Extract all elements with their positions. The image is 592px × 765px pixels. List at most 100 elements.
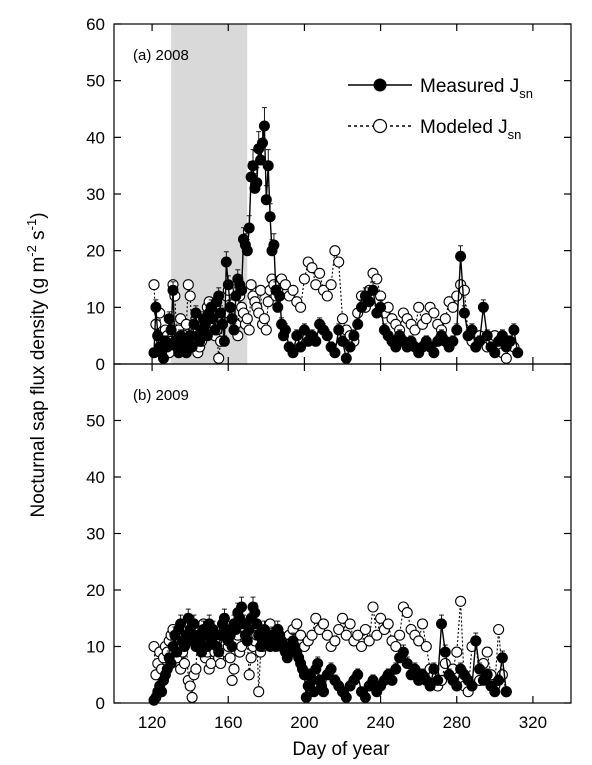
measured-point: [424, 680, 436, 692]
measured-point: [458, 307, 470, 319]
measured-point: [272, 301, 284, 313]
measured-point: [279, 324, 291, 336]
modeled-point: [336, 612, 349, 624]
modeled-point: [451, 646, 463, 658]
measured-point: [156, 686, 168, 698]
measured-point: [477, 301, 489, 313]
measured-point: [496, 330, 508, 342]
modeled-point: [182, 279, 194, 291]
y-tick-label: 50: [86, 412, 105, 431]
modeled-point: [367, 601, 379, 613]
modeled-point: [243, 324, 255, 336]
modeled-point: [382, 618, 394, 630]
modeled-point: [245, 652, 257, 664]
measured-point: [447, 335, 459, 347]
measured-point: [207, 313, 219, 325]
measured-point: [397, 646, 409, 658]
modeled-point: [295, 629, 307, 641]
modeled-point: [178, 657, 191, 670]
measured-point: [287, 347, 299, 359]
measured-point: [161, 341, 173, 353]
modeled-point: [241, 313, 253, 325]
modeled-point: [321, 290, 333, 302]
modeled-point: [355, 640, 368, 653]
measured-point: [241, 245, 253, 257]
modeled-point: [190, 663, 202, 675]
y-tick-label: 10: [86, 638, 105, 657]
modeled-point: [329, 635, 341, 647]
legend-modeled-label: Modeled Jsn: [420, 117, 521, 142]
measured-point: [401, 658, 413, 669]
modeled-point: [340, 629, 352, 641]
measured-point: [474, 663, 486, 675]
measured-point: [199, 318, 211, 330]
measured-point: [356, 301, 367, 313]
x-tick-labels: 120 160 200 240 280 320: [138, 713, 547, 732]
y-tick-label: 20: [86, 242, 105, 261]
measured-point: [352, 669, 364, 681]
measured-point: [308, 686, 320, 698]
measured-point: [493, 674, 505, 686]
modeled-point: [298, 273, 310, 285]
measured-point: [226, 313, 238, 325]
modeled-point: [306, 262, 318, 274]
measured-point: [390, 341, 402, 353]
modeled-point: [455, 595, 467, 607]
modeled-point: [255, 284, 267, 296]
panel-a: 0 10 20 30 40 50 60 (a) 2008 Measured Jsn Mode…: [86, 15, 572, 374]
measured-point: [165, 324, 177, 336]
measured-point: [367, 674, 379, 686]
modeled-point: [291, 618, 303, 630]
measured-point: [218, 612, 230, 624]
modeled-point: [253, 686, 265, 698]
modeled-point: [390, 640, 402, 653]
measured-point: [340, 691, 352, 703]
legend-measured-label: Measured Jsn: [420, 76, 533, 101]
measured-point: [209, 324, 221, 336]
measured-point: [466, 324, 478, 336]
y-tick-label: 40: [86, 468, 105, 487]
modeled-point: [184, 680, 196, 692]
legend-modeled-marker: [372, 118, 388, 134]
y-tick-label: 0: [96, 355, 105, 374]
measured-point: [222, 279, 234, 291]
y-tick-label: 0: [96, 694, 105, 713]
measured-point: [236, 601, 248, 613]
y-tick-label: 30: [86, 185, 105, 204]
measured-point: [230, 624, 242, 635]
modeled-point: [314, 267, 326, 279]
x-axis-title: Day of year: [292, 739, 390, 760]
measured-point: [257, 137, 268, 149]
modeled-point: [310, 612, 322, 624]
modeled-point: [260, 324, 272, 336]
modeled-point: [306, 629, 318, 641]
measured-point: [439, 646, 451, 658]
modeled-point: [310, 279, 322, 291]
measured-point: [300, 691, 312, 703]
panel-b: 0 10 20 30 40 50 (b) 2009: [86, 363, 572, 713]
modeled-point: [329, 245, 341, 257]
measured-point: [340, 352, 352, 364]
measured-point: [451, 680, 463, 692]
panel-b-ticks: 0 10 20 30 40 50: [86, 364, 571, 713]
modeled-point: [184, 290, 196, 302]
modeled-point: [409, 324, 421, 336]
y-tick-label: 60: [86, 15, 105, 34]
panel-a-label: (a) 2008: [133, 47, 189, 64]
x-tick-label: 200: [290, 713, 318, 732]
modeled-point: [215, 657, 227, 670]
measured-point: [325, 663, 337, 675]
modeled-point: [420, 313, 432, 325]
measured-point: [274, 290, 286, 302]
measured-point: [291, 330, 303, 342]
y-tick-label: 10: [86, 298, 105, 317]
measured-point: [171, 646, 183, 658]
measured-point: [158, 352, 169, 364]
measured-point: [150, 301, 162, 313]
modeled-point: [439, 313, 451, 325]
measured-point: [310, 335, 322, 347]
y-tick-label: 20: [86, 581, 105, 600]
measured-point: [163, 313, 175, 325]
panel-b-label: (b) 2009: [133, 387, 189, 404]
